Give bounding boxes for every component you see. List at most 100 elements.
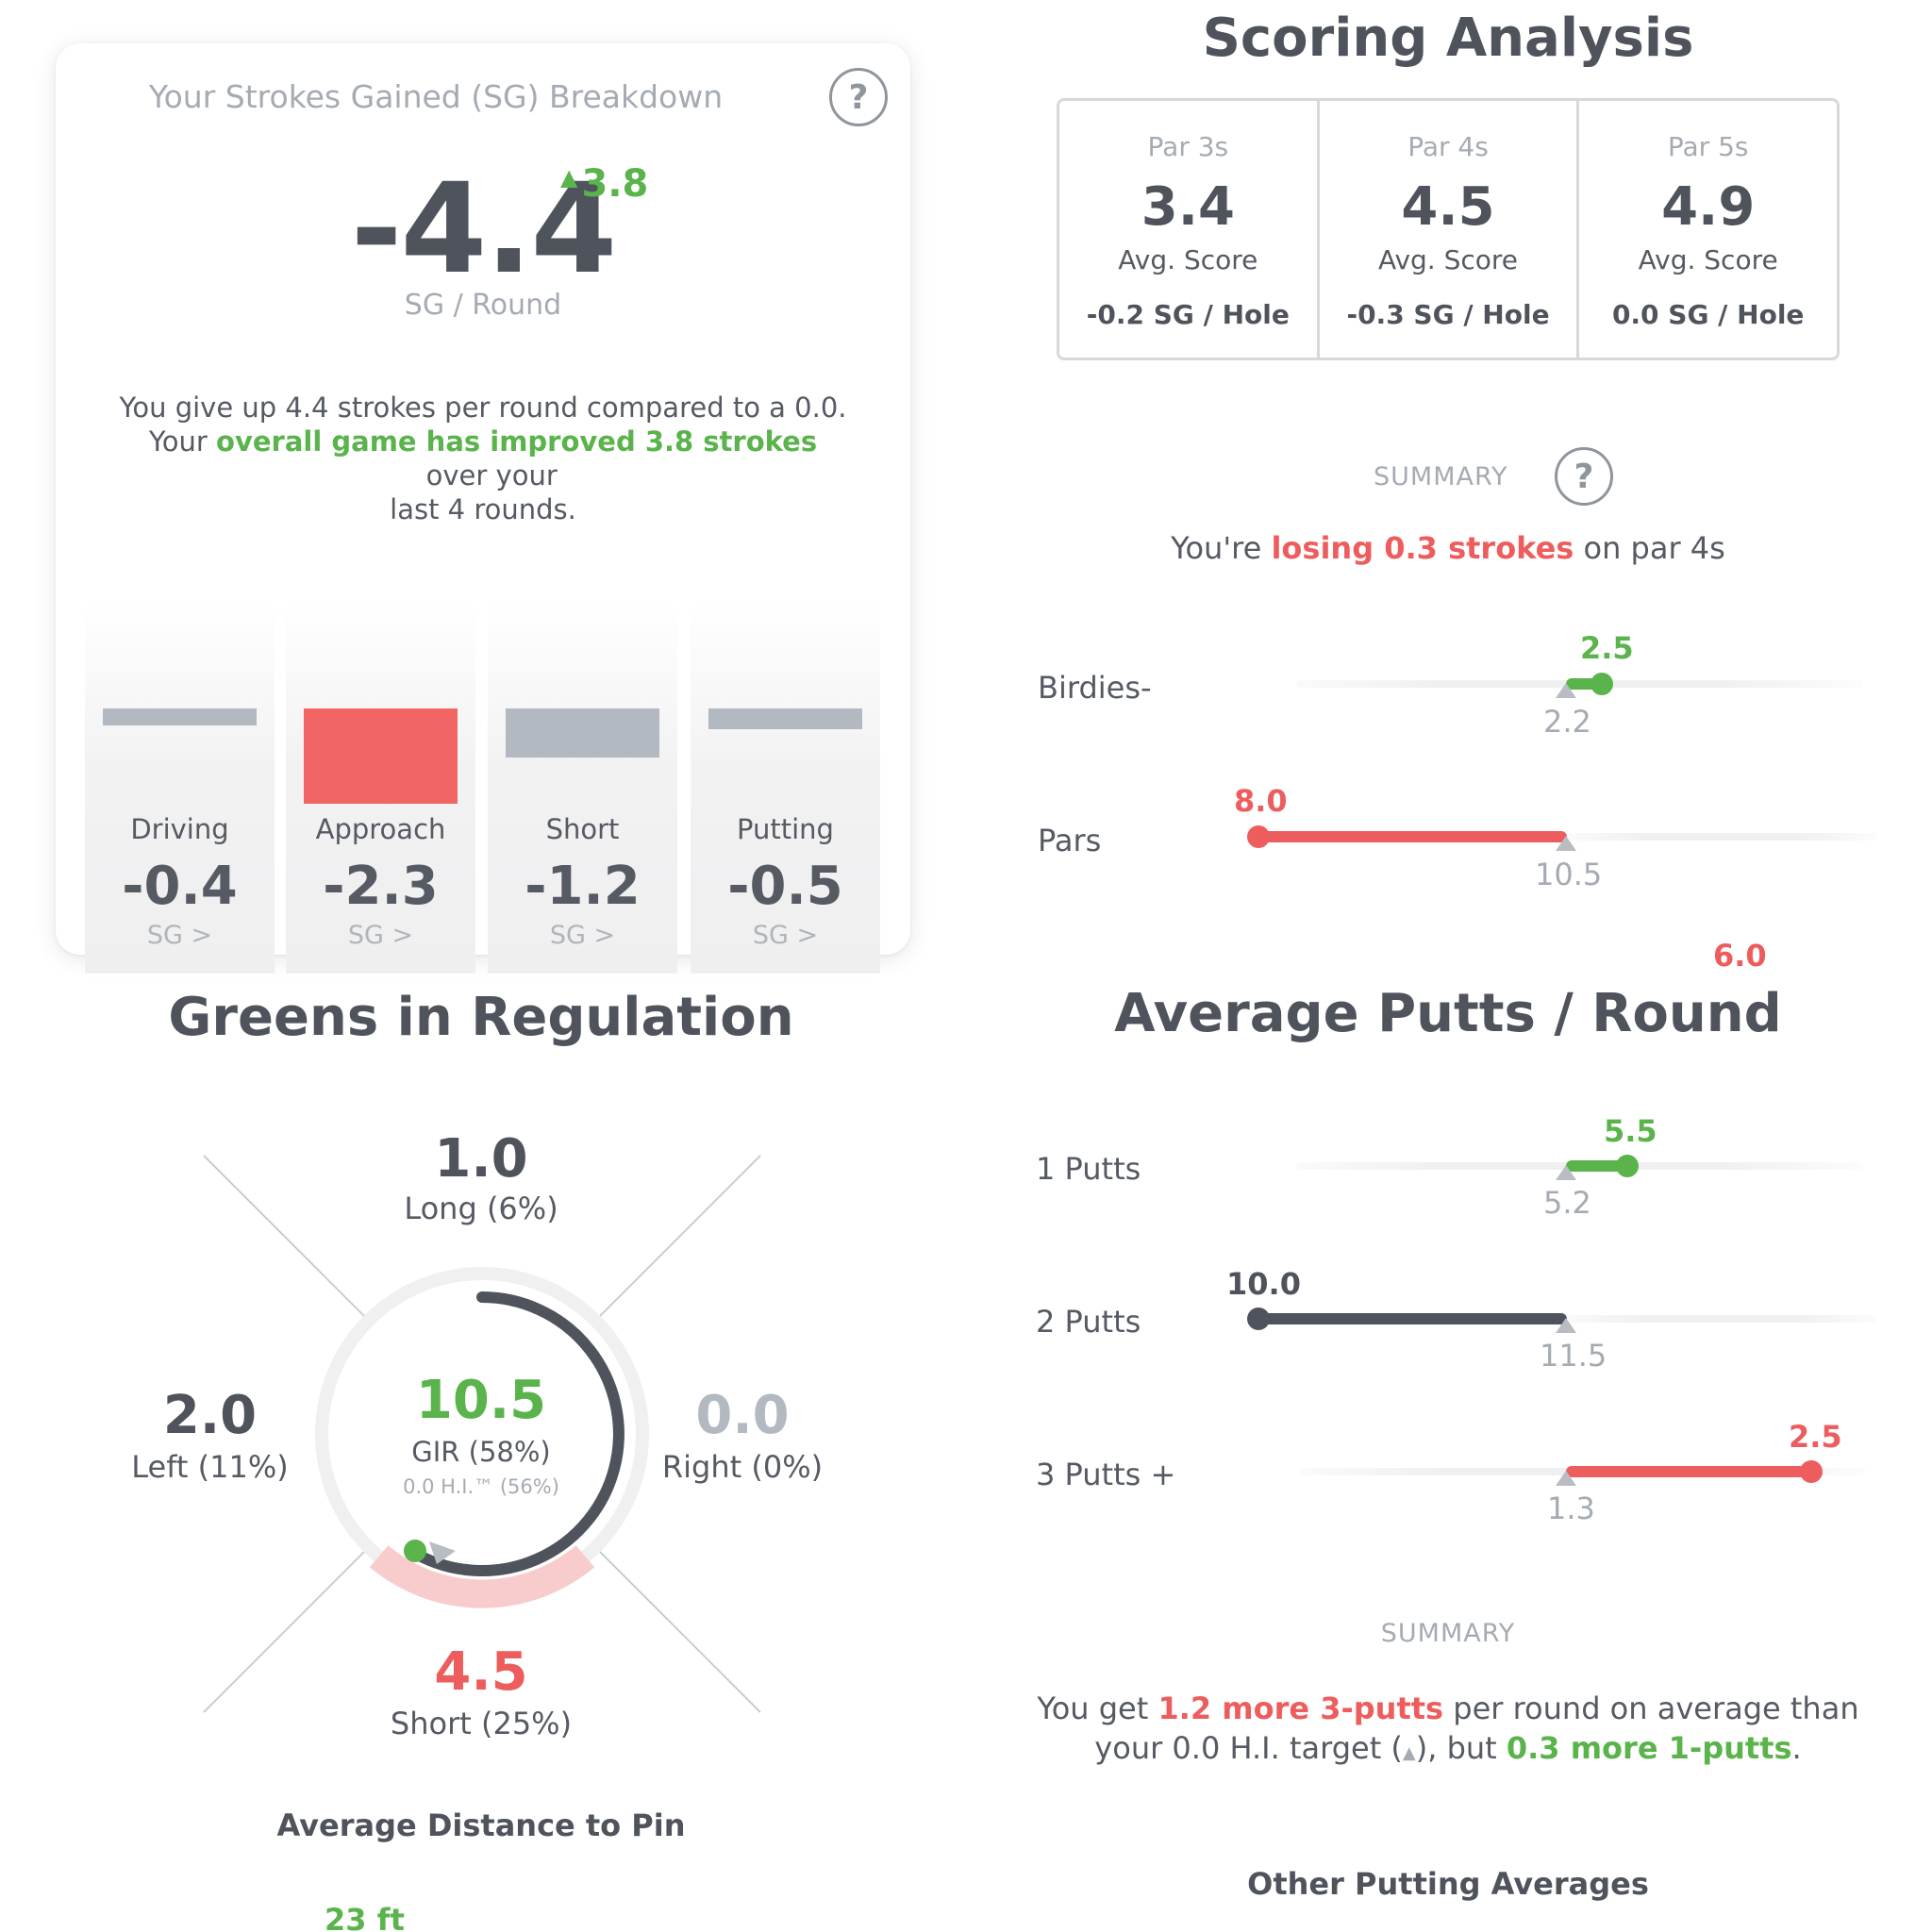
birdies-target: 2.2: [1543, 704, 1591, 740]
hi-marker: [429, 1541, 456, 1564]
sg-unit-label: SG / Round: [404, 289, 562, 322]
par-label: Par 5s: [1667, 131, 1749, 162]
summary-text: on par 4s: [1574, 530, 1725, 566]
short-arc: [369, 1545, 595, 1608]
desc-highlight: overall game has improved 3.8 strokes: [216, 425, 818, 458]
scoring-summary-label: SUMMARY: [1374, 462, 1508, 491]
two-putts-bar: [1257, 1313, 1567, 1324]
category-value: -1.2: [525, 856, 641, 917]
summary-text: You're: [1171, 530, 1272, 566]
par-5s-cell: Par 5s 4.9 Avg. Score 0.0 SG / Hole: [1579, 101, 1837, 358]
category-sg-link[interactable]: SG >: [146, 921, 213, 950]
target-marker: [1556, 1318, 1576, 1333]
par-3s-cell: Par 3s 3.4 Avg. Score -0.2 SG / Hole: [1059, 101, 1320, 358]
par-value: 4.5: [1401, 176, 1495, 238]
category-short[interactable]: Short -1.2 SG >: [488, 600, 677, 974]
desc-text: over your: [408, 459, 558, 491]
divider-line: [591, 1542, 761, 1713]
sg-breakdown-card: Your Strokes Gained (SG) Breakdown ? -4.…: [56, 43, 910, 974]
up-triangle-icon: ▲: [560, 164, 578, 191]
summary-text: .: [1791, 1730, 1802, 1766]
scoring-summary-text: You're losing 0.3 strokes on par 4s: [1057, 530, 1840, 566]
par-avg-label: Avg. Score: [1118, 244, 1258, 275]
scoring-analysis-title: Scoring Analysis: [1202, 8, 1694, 69]
gir-center-label: GIR (58%): [411, 1436, 551, 1468]
par-value: 4.9: [1661, 176, 1756, 238]
gir-title: Greens in Regulation: [168, 987, 794, 1048]
target-marker: [1556, 836, 1576, 851]
short-bar: [506, 708, 659, 758]
category-sg-link[interactable]: SG >: [347, 921, 414, 950]
one-putts-label: 1 Putts: [1036, 1151, 1141, 1187]
par-avg-label: Avg. Score: [1377, 244, 1519, 275]
right-label: Right (0%): [661, 1449, 824, 1485]
two-putts-target: 11.5: [1540, 1338, 1607, 1374]
category-sg-link[interactable]: SG >: [752, 921, 819, 950]
summary-highlight: 1.2 more 3-putts: [1158, 1690, 1444, 1726]
par-label: Par 3s: [1147, 131, 1229, 162]
long-label: Long (6%): [404, 1191, 558, 1226]
one-putts-value: 5.5: [1604, 1113, 1657, 1149]
pars-dot: [1247, 825, 1270, 848]
par-label: Par 4s: [1407, 131, 1489, 162]
sg-description: You give up 4.4 strokes per round compar…: [93, 391, 873, 526]
left-value: 2.0: [162, 1385, 258, 1446]
summary-line-1: You get 1.2 more 3-putts per round on av…: [1019, 1689, 1877, 1728]
approach-bar: [304, 708, 458, 804]
par-avg-label: Avg. Score: [1638, 244, 1778, 275]
par-scores-table: Par 3s 3.4 Avg. Score -0.2 SG / Hole Par…: [1057, 98, 1840, 360]
sg-delta-value: 3.8: [581, 162, 649, 206]
other-putting-averages-title[interactable]: Other Putting Averages: [1247, 1866, 1649, 1902]
start-dot: [404, 1540, 426, 1562]
category-label: Approach: [315, 813, 446, 845]
category-approach[interactable]: Approach -2.3 SG >: [286, 600, 475, 974]
birdies-label: Birdies-: [1038, 670, 1152, 706]
distance-value: 23 ft: [325, 1902, 405, 1932]
driving-bar: [103, 708, 257, 725]
pars-bar: [1257, 831, 1567, 842]
category-label: Driving: [130, 813, 229, 845]
three-putts-bar: [1566, 1466, 1811, 1477]
sg-card-title: Your Strokes Gained (SG) Breakdown: [148, 78, 724, 115]
summary-text: You get: [1037, 1690, 1158, 1726]
category-sg-link[interactable]: SG >: [549, 921, 616, 950]
summary-text: per round on average than: [1443, 1690, 1859, 1726]
left-label: Left (11%): [131, 1449, 289, 1485]
target-marker: [1556, 683, 1576, 698]
category-value: -0.5: [727, 856, 843, 917]
category-putting[interactable]: Putting -0.5 SG >: [691, 600, 880, 974]
target-triangle-icon: ▲: [1402, 1743, 1416, 1763]
birdies-dot: [1591, 673, 1613, 695]
par-sg: 0.0 SG / Hole: [1611, 299, 1805, 330]
two-putts-track: [1566, 1315, 1877, 1323]
gir-center-value: 10.5: [415, 1370, 547, 1431]
three-putts-target: 1.3: [1547, 1491, 1595, 1526]
help-icon[interactable]: ?: [829, 68, 888, 126]
summary-text: ), but: [1415, 1730, 1507, 1766]
one-putts-bar: [1566, 1160, 1630, 1172]
summary-highlight: 0.3 more 1-putts: [1506, 1730, 1792, 1766]
gir-center-sub: 0.0 H.I.™ (56%): [403, 1475, 559, 1498]
summary-line-2: your 0.0 H.I. target (▲), but 0.3 more 1…: [1019, 1728, 1877, 1774]
birdies-value: 2.5: [1580, 630, 1634, 666]
pars-track: [1566, 833, 1877, 841]
average-putts-title: Average Putts / Round: [1114, 983, 1782, 1044]
gir-arc: [410, 1291, 625, 1576]
par-value: 3.4: [1141, 176, 1235, 238]
category-driving[interactable]: Driving -0.4 SG >: [85, 600, 275, 974]
pars-value: 8.0: [1234, 783, 1288, 819]
short-label: Short (25%): [390, 1706, 573, 1741]
summary-text: your 0.0 H.I. target (: [1094, 1730, 1403, 1766]
three-putts-dot: [1800, 1460, 1823, 1483]
three-putts-label: 3 Putts +: [1036, 1457, 1176, 1492]
one-putts-target: 5.2: [1543, 1185, 1591, 1221]
category-label: Putting: [737, 813, 834, 845]
par-sg: -0.3 SG / Hole: [1346, 299, 1550, 330]
putts-summary-label: SUMMARY: [1380, 1619, 1516, 1648]
category-label: Short: [545, 813, 620, 845]
putting-bar: [708, 708, 862, 729]
category-value: -2.3: [323, 856, 439, 917]
help-icon[interactable]: ?: [1555, 447, 1613, 506]
pars-label: Pars: [1038, 823, 1102, 858]
desc-line-1: You give up 4.4 strokes per round compar…: [119, 391, 847, 424]
